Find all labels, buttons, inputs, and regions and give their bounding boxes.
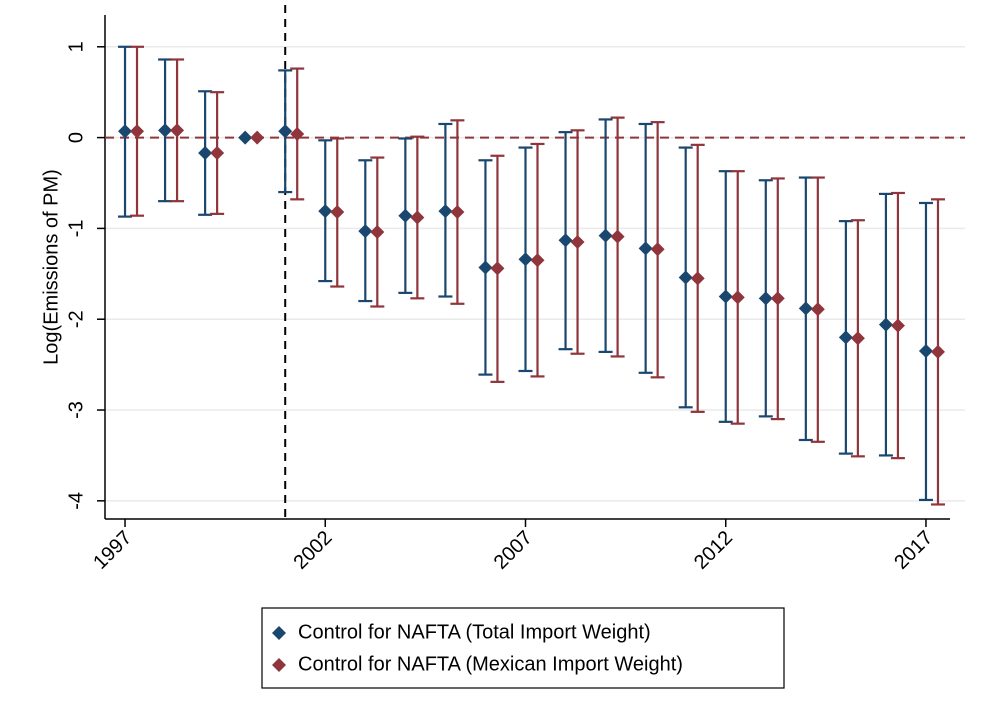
legend-marker: [272, 658, 286, 672]
point: [318, 204, 333, 219]
legend-label: Control for NAFTA (Mexican Import Weight…: [298, 653, 683, 675]
legend-label: Control for NAFTA (Total Import Weight): [298, 621, 651, 643]
point: [558, 233, 573, 248]
point: [278, 124, 293, 139]
point: [570, 235, 585, 250]
point: [930, 344, 945, 359]
point: [638, 241, 653, 256]
y-tick-label: -3: [65, 401, 87, 419]
point: [798, 301, 813, 316]
point: [598, 228, 613, 243]
point: [290, 126, 305, 141]
point: [250, 130, 265, 145]
point: [238, 130, 253, 145]
point: [758, 291, 773, 306]
point: [478, 260, 493, 275]
y-tick-label: 1: [65, 41, 87, 52]
y-tick-label: -1: [65, 220, 87, 238]
point: [518, 252, 533, 267]
point: [438, 204, 453, 219]
point: [610, 229, 625, 244]
point: [730, 290, 745, 305]
point: [130, 124, 145, 139]
point: [370, 225, 385, 240]
point: [918, 344, 933, 358]
point: [690, 271, 705, 286]
point: [398, 208, 413, 223]
point: [170, 123, 185, 138]
point: [650, 242, 665, 257]
point: [878, 317, 893, 332]
point: [678, 270, 693, 285]
point: [530, 253, 545, 268]
point: [198, 146, 213, 161]
point: [838, 330, 853, 345]
point: [118, 124, 133, 139]
point: [770, 291, 785, 306]
y-axis-label: Log(Emissions of PM): [40, 169, 62, 365]
point: [210, 146, 225, 161]
point: [450, 205, 465, 220]
y-tick-label: -2: [65, 310, 87, 328]
point: [330, 205, 345, 220]
point: [890, 318, 905, 333]
point: [358, 224, 373, 239]
legend-box: [261, 607, 785, 689]
point: [410, 210, 425, 225]
y-tick-label: -4: [65, 492, 87, 510]
point: [810, 302, 825, 317]
point: [158, 123, 173, 138]
point: [850, 331, 865, 346]
y-tick-label: 0: [65, 132, 87, 143]
point: [490, 261, 505, 276]
legend-marker: [272, 626, 286, 640]
point: [718, 289, 733, 304]
